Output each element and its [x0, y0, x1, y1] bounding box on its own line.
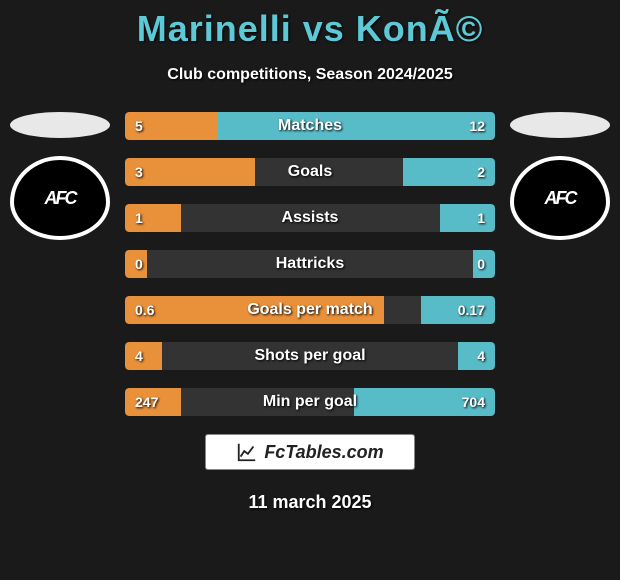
player-right-badge: AFC — [510, 112, 610, 240]
stat-value-left: 1 — [135, 210, 143, 226]
stat-value-left: 0.6 — [135, 302, 154, 318]
stat-value-right: 1 — [477, 210, 485, 226]
comparison-panel: AFC AFC 512Matches32Goals11Assists00Hatt… — [0, 112, 620, 513]
bar-background — [125, 342, 495, 370]
stat-value-right: 2 — [477, 164, 485, 180]
player-left-badge: AFC — [10, 112, 110, 240]
shadow-ellipse — [510, 112, 610, 138]
stat-value-right: 0 — [477, 256, 485, 272]
team-crest-left: AFC — [10, 156, 110, 240]
stat-bars-container: 512Matches32Goals11Assists00Hattricks0.6… — [125, 112, 495, 416]
bar-background — [125, 250, 495, 278]
subtitle: Club competitions, Season 2024/2025 — [0, 66, 620, 84]
bar-segment-left — [125, 204, 181, 232]
stat-row: 247704Min per goal — [125, 388, 495, 416]
stat-value-left: 4 — [135, 348, 143, 364]
bar-segment-left — [125, 158, 255, 186]
crest-text: AFC — [545, 188, 576, 209]
stat-row: 512Matches — [125, 112, 495, 140]
stat-value-left: 5 — [135, 118, 143, 134]
bar-segment-right — [440, 204, 496, 232]
stat-value-left: 3 — [135, 164, 143, 180]
bar-segment-left — [125, 342, 162, 370]
stat-row: 44Shots per goal — [125, 342, 495, 370]
bar-segment-right — [218, 112, 496, 140]
date: 11 march 2025 — [0, 492, 620, 513]
stat-value-right: 0.17 — [458, 302, 485, 318]
stat-value-left: 247 — [135, 394, 158, 410]
stat-row: 32Goals — [125, 158, 495, 186]
team-crest-right: AFC — [510, 156, 610, 240]
page-title: Marinelli vs KonÃ© — [0, 0, 620, 50]
chart-icon — [236, 441, 258, 463]
stat-row: 00Hattricks — [125, 250, 495, 278]
stat-value-right: 4 — [477, 348, 485, 364]
stat-value-right: 704 — [462, 394, 485, 410]
shadow-ellipse — [10, 112, 110, 138]
crest-text: AFC — [45, 188, 76, 209]
stat-row: 11Assists — [125, 204, 495, 232]
bar-segment-left — [125, 296, 384, 324]
watermark-text: FcTables.com — [264, 442, 383, 463]
stat-value-left: 0 — [135, 256, 143, 272]
stat-row: 0.60.17Goals per match — [125, 296, 495, 324]
stat-value-right: 12 — [469, 118, 485, 134]
watermark: FcTables.com — [205, 434, 415, 470]
